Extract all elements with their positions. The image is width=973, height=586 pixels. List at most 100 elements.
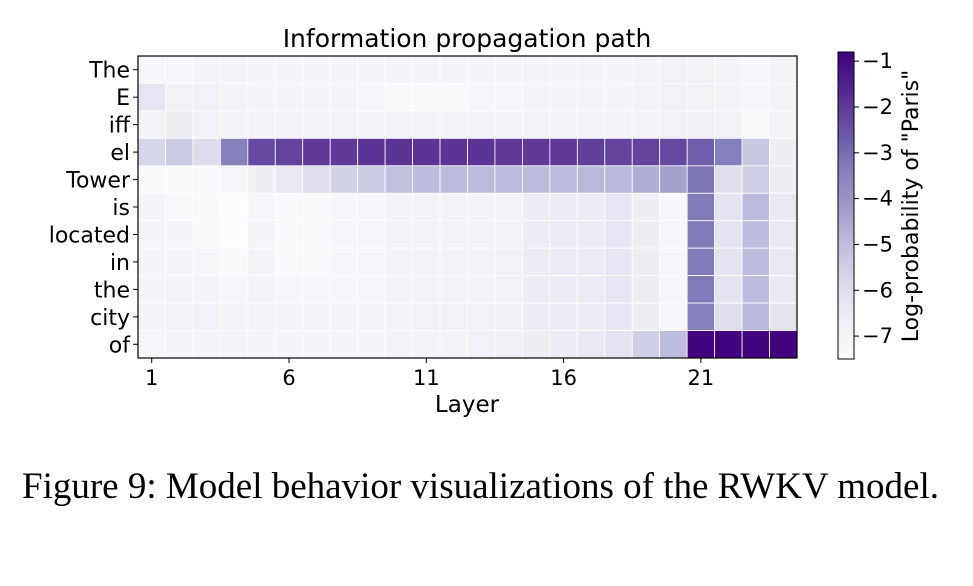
heatmap-cell xyxy=(219,110,249,139)
heatmap-cell xyxy=(357,220,386,249)
heatmap-cell xyxy=(494,137,523,167)
row-label: The xyxy=(88,59,130,84)
heatmap-cell xyxy=(247,137,276,167)
heatmap-cell xyxy=(329,110,359,139)
heatmap-cell xyxy=(659,55,688,84)
heatmap-cell xyxy=(192,247,221,277)
heatmap-cell xyxy=(522,165,551,194)
heatmap-cell xyxy=(329,165,359,194)
heatmap-cell xyxy=(439,110,468,139)
heatmap-cell xyxy=(576,275,606,304)
heatmap-cell xyxy=(714,302,743,331)
heatmap-cell xyxy=(467,330,496,359)
heatmap-cell xyxy=(439,137,468,167)
heatmap-cell xyxy=(192,302,221,331)
heatmap-cell xyxy=(165,220,194,249)
heatmap-cell xyxy=(686,165,716,194)
heatmap-cell xyxy=(357,330,386,359)
heatmap-cell xyxy=(686,83,716,112)
x-tick-label: 16 xyxy=(550,366,577,390)
heatmap-cell xyxy=(604,302,633,331)
heatmap-cell xyxy=(274,220,304,249)
heatmap-cell xyxy=(274,165,304,194)
row-label: iff xyxy=(109,114,131,139)
heatmap-cell xyxy=(686,220,716,249)
heatmap-cell xyxy=(219,302,249,331)
x-axis-ticks: 1 6 11 16 21 xyxy=(145,358,714,390)
heatmap-cell xyxy=(165,137,194,167)
heatmap-cell xyxy=(741,302,770,331)
heatmap-cell xyxy=(192,110,221,139)
heatmap-cell xyxy=(467,220,496,249)
colorbar-label: Log-probability of "Paris" xyxy=(899,70,924,342)
heatmap-cell xyxy=(329,330,359,359)
heatmap-cell xyxy=(412,302,441,331)
heatmap-cell xyxy=(219,275,249,304)
heatmap-cell xyxy=(274,110,304,139)
heatmap-cell xyxy=(686,55,716,84)
heatmap-cell xyxy=(302,275,331,304)
heatmap-cell xyxy=(549,330,578,359)
heatmap-cell xyxy=(165,165,194,194)
heatmap-cell xyxy=(274,137,304,167)
heatmap-cell xyxy=(467,55,496,84)
heatmap-cell xyxy=(769,110,798,139)
heatmap-cell xyxy=(384,83,413,112)
heatmap-cell xyxy=(329,55,359,84)
heatmap-cell xyxy=(576,220,606,249)
heatmap-cell xyxy=(659,192,688,222)
chart-title: Information propagation path xyxy=(283,24,652,53)
heatmap-cell xyxy=(659,247,688,277)
heatmap-cell xyxy=(576,330,606,359)
heatmap-cell xyxy=(714,247,743,277)
heatmap-cell xyxy=(522,330,551,359)
heatmap-cell xyxy=(604,247,633,277)
heatmap-cell xyxy=(219,165,249,194)
heatmap-cell xyxy=(137,302,166,331)
heatmap-cell xyxy=(412,110,441,139)
heatmap-cell xyxy=(769,137,798,167)
heatmap-cell xyxy=(412,247,441,277)
heatmap-cell xyxy=(604,110,633,139)
heatmap-cell xyxy=(137,83,166,112)
heatmap-cell xyxy=(137,220,166,249)
heatmap-cell xyxy=(769,275,798,304)
heatmap-cell xyxy=(357,83,386,112)
heatmap-cell xyxy=(714,55,743,84)
heatmap-cell xyxy=(357,110,386,139)
x-tick-label: 6 xyxy=(282,366,295,390)
heatmap-cell xyxy=(137,55,166,84)
row-label: E xyxy=(116,86,130,111)
heatmap-cell xyxy=(274,330,304,359)
heatmap-cell xyxy=(769,192,798,222)
heatmap-cell xyxy=(357,165,386,194)
heatmap-cell xyxy=(631,247,661,277)
colorbar-tick-label: −6 xyxy=(862,278,893,302)
heatmap-cell xyxy=(714,137,743,167)
heatmap-cell xyxy=(769,55,798,84)
heatmap-cell xyxy=(192,330,221,359)
heatmap-cell xyxy=(219,55,249,84)
colorbar-ticks: −1 −2 −3 −4 −5 −6 −7 xyxy=(854,49,893,348)
heatmap-cell xyxy=(302,110,331,139)
heatmap-cell xyxy=(247,110,276,139)
heatmap-cell xyxy=(329,137,359,167)
heatmap-cell xyxy=(302,83,331,112)
heatmap-cell xyxy=(604,275,633,304)
heatmap-cell xyxy=(302,330,331,359)
heatmap-cell xyxy=(576,165,606,194)
x-tick-label: 1 xyxy=(145,366,158,390)
heatmap-cell xyxy=(522,110,551,139)
heatmap-cell xyxy=(302,165,331,194)
heatmap-cell xyxy=(467,165,496,194)
heatmap-cell xyxy=(741,110,770,139)
heatmap-cell xyxy=(494,330,523,359)
heatmap-cell xyxy=(384,302,413,331)
heatmap-cell xyxy=(137,192,166,222)
heatmap-cell xyxy=(247,247,276,277)
heatmap-cell xyxy=(137,247,166,277)
heatmap-cell xyxy=(137,330,166,359)
heatmap-cell xyxy=(659,83,688,112)
heatmap-cell xyxy=(686,137,716,167)
heatmap-cell xyxy=(165,247,194,277)
